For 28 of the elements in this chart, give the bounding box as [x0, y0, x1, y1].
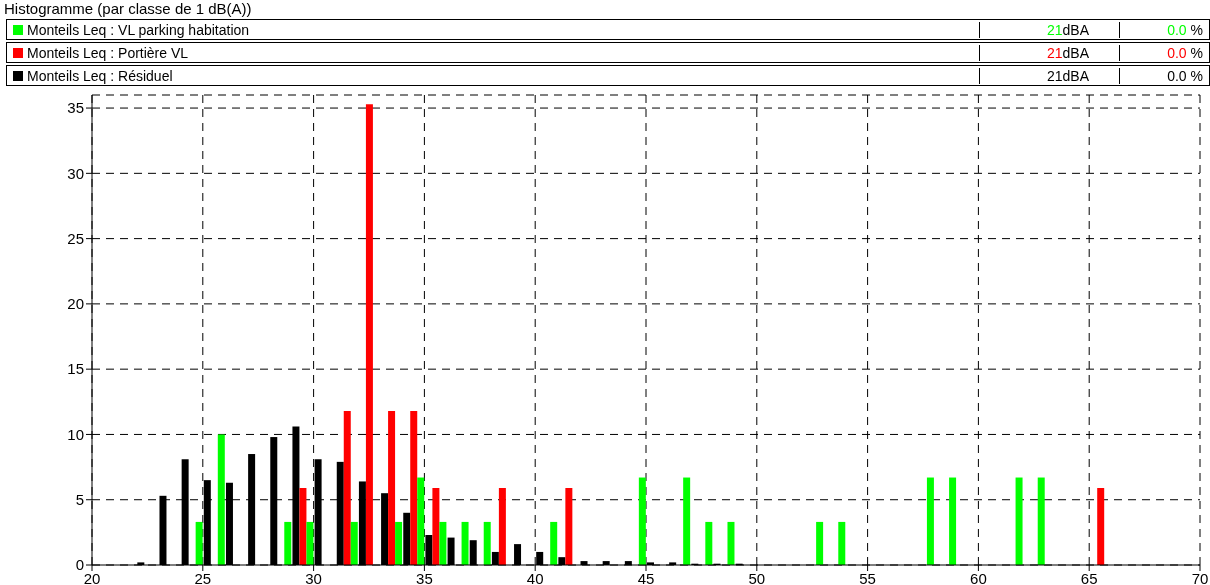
x-tick-label: 60: [970, 569, 987, 585]
text: 0.0 %: [1167, 21, 1203, 38]
text: 21dBA: [1046, 21, 1089, 38]
legend-label: Monteils Leq : Résiduel: [27, 67, 173, 84]
y-tick-label: 5: [75, 491, 84, 509]
text: 0.0 %: [1167, 67, 1203, 84]
x-tick-label: 45: [637, 569, 655, 585]
legend-label: Monteils Leq : Portière VL: [27, 44, 189, 61]
y-tick-label: 20: [67, 295, 84, 313]
x-tick-label: 70: [1191, 569, 1209, 585]
y-tick-label: 30: [67, 164, 84, 182]
text: 21dBA: [1046, 67, 1089, 84]
x-tick-label: 40: [526, 569, 544, 585]
text: 21dBA: [1046, 44, 1089, 61]
y-tick-label: 10: [67, 425, 84, 443]
text: 0.0 %: [1167, 44, 1203, 61]
x-tick-label: 35: [416, 569, 433, 585]
chart-title: Histogramme (par classe de 1 dB(A)): [3, 0, 253, 18]
y-tick-label: 35: [67, 99, 84, 117]
y-tick-label: 0: [75, 556, 84, 574]
x-tick-label: 30: [305, 569, 322, 585]
x-tick-label: 50: [748, 569, 766, 585]
y-tick-label: 25: [67, 229, 84, 247]
legend-label: Monteils Leq : VL parking habitation: [27, 21, 250, 38]
x-tick-label: 55: [859, 569, 876, 585]
y-tick-label: 15: [67, 360, 84, 378]
x-tick-label: 65: [1080, 569, 1098, 585]
x-tick-label: 25: [194, 569, 212, 585]
